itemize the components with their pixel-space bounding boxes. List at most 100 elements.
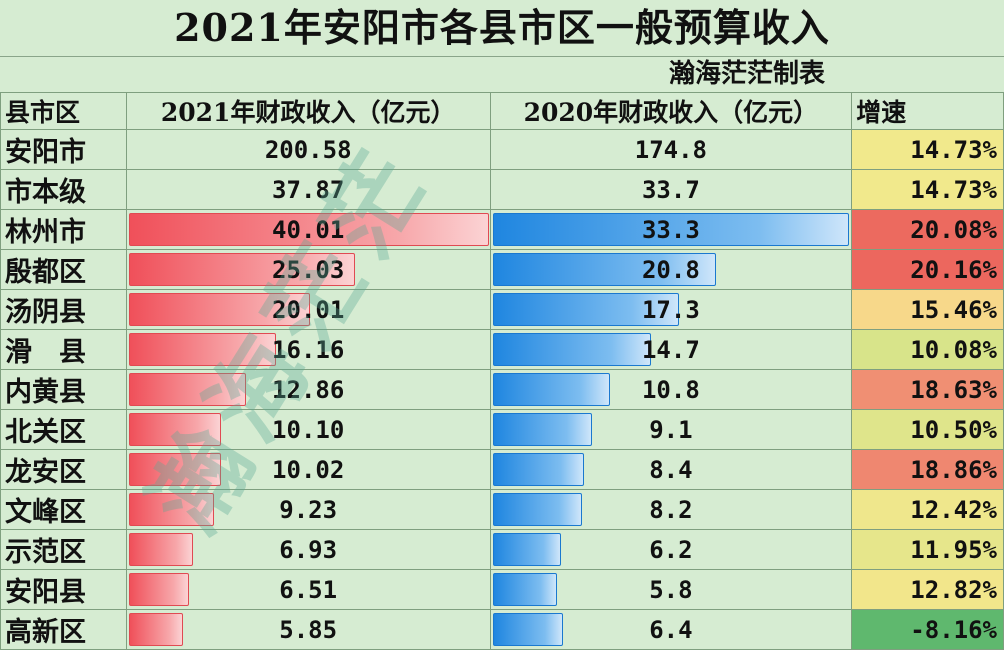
- cell-value: 17.3: [641, 295, 700, 324]
- table-row: 滑 县 16.16 14.7 10.08%: [0, 329, 1004, 370]
- cell-rev2020[interactable]: 10.8: [489, 369, 853, 410]
- table-row: 林州市 40.01 33.3 20.08%: [0, 209, 1004, 250]
- cell-growth[interactable]: 20.16%: [851, 249, 1004, 290]
- databar-2020: [492, 533, 561, 566]
- databar-2020: [492, 413, 592, 446]
- cell-rev2021[interactable]: 16.16: [125, 329, 491, 370]
- table-row: 内黄县 12.86 10.8 18.63%: [0, 369, 1004, 410]
- cell-rev2021[interactable]: 10.02: [125, 449, 491, 490]
- databar-2020: [492, 333, 651, 366]
- cell-rev2021[interactable]: 6.51: [125, 569, 491, 610]
- cell-value: 10.8: [641, 375, 700, 404]
- databar-2021: [128, 293, 310, 326]
- table-row: 北关区 10.10 9.1 10.50%: [0, 409, 1004, 450]
- cell-value: 174.8: [634, 135, 707, 164]
- cell-district[interactable]: 高新区: [0, 609, 127, 650]
- cell-rev2021[interactable]: 25.03: [125, 249, 491, 290]
- cell-district[interactable]: 文峰区: [0, 489, 127, 530]
- cell-district[interactable]: 滑 县: [0, 329, 127, 370]
- budget-table: 县市区 2021年财政收入（亿元） 2020年财政收入（亿元） 增速 安阳市 20…: [0, 92, 1004, 650]
- cell-growth[interactable]: 15.46%: [851, 289, 1004, 330]
- table-row: 高新区 5.85 6.4 -8.16%: [0, 609, 1004, 650]
- cell-rev2020[interactable]: 20.8: [489, 249, 853, 290]
- cell-growth[interactable]: 12.82%: [851, 569, 1004, 610]
- cell-rev2020[interactable]: 8.2: [489, 489, 853, 530]
- cell-value: 8.4: [649, 455, 693, 484]
- cell-value: 33.7: [641, 175, 700, 204]
- cell-value: 12.86: [272, 375, 345, 404]
- table-row: 安阳市 200.58 174.8 14.73%: [0, 129, 1004, 170]
- cell-value: 9.23: [279, 495, 338, 524]
- cell-district[interactable]: 市本级: [0, 169, 127, 210]
- header-rev2021[interactable]: 2021年财政收入（亿元）: [125, 92, 491, 130]
- table-row: 龙安区 10.02 8.4 18.86%: [0, 449, 1004, 490]
- databar-2021: [128, 333, 276, 366]
- sheet-title: 2021年安阳市各县市区一般预算收入: [0, 0, 1004, 57]
- databar-2021: [128, 453, 221, 486]
- cell-value: 8.2: [649, 495, 693, 524]
- cell-district[interactable]: 林州市: [0, 209, 127, 250]
- cell-growth[interactable]: 12.42%: [851, 489, 1004, 530]
- cell-district[interactable]: 汤阴县: [0, 289, 127, 330]
- cell-rev2021[interactable]: 37.87: [125, 169, 491, 210]
- cell-district[interactable]: 安阳市: [0, 129, 127, 170]
- cell-growth[interactable]: 11.95%: [851, 529, 1004, 570]
- cell-value: 9.1: [649, 415, 693, 444]
- table-row: 示范区 6.93 6.2 11.95%: [0, 529, 1004, 570]
- cell-value: 40.01: [272, 215, 345, 244]
- cell-rev2021[interactable]: 200.58: [125, 129, 491, 170]
- databar-2020: [492, 493, 582, 526]
- cell-district[interactable]: 内黄县: [0, 369, 127, 410]
- cell-growth[interactable]: 18.63%: [851, 369, 1004, 410]
- cell-growth[interactable]: 18.86%: [851, 449, 1004, 490]
- cell-district[interactable]: 龙安区: [0, 449, 127, 490]
- cell-value: 6.93: [279, 535, 338, 564]
- cell-rev2020[interactable]: 5.8: [489, 569, 853, 610]
- cell-growth[interactable]: -8.16%: [851, 609, 1004, 650]
- cell-district[interactable]: 殷都区: [0, 249, 127, 290]
- table-row: 安阳县 6.51 5.8 12.82%: [0, 569, 1004, 610]
- header-row: 县市区 2021年财政收入（亿元） 2020年财政收入（亿元） 增速: [0, 92, 1004, 130]
- cell-value: 5.85: [279, 615, 338, 644]
- cell-rev2020[interactable]: 33.7: [489, 169, 853, 210]
- cell-rev2021[interactable]: 10.10: [125, 409, 491, 450]
- cell-value: 200.58: [264, 135, 352, 164]
- cell-value: 37.87: [272, 175, 345, 204]
- cell-rev2021[interactable]: 6.93: [125, 529, 491, 570]
- cell-value: 14.7: [641, 335, 700, 364]
- cell-value: 25.03: [272, 255, 345, 284]
- cell-growth[interactable]: 20.08%: [851, 209, 1004, 250]
- cell-growth[interactable]: 10.50%: [851, 409, 1004, 450]
- cell-rev2020[interactable]: 6.4: [489, 609, 853, 650]
- cell-growth[interactable]: 10.08%: [851, 329, 1004, 370]
- cell-rev2021[interactable]: 12.86: [125, 369, 491, 410]
- cell-growth[interactable]: 14.73%: [851, 129, 1004, 170]
- cell-district[interactable]: 北关区: [0, 409, 127, 450]
- databar-2020: [492, 453, 584, 486]
- databar-2020: [492, 293, 679, 326]
- cell-growth[interactable]: 14.73%: [851, 169, 1004, 210]
- cell-rev2020[interactable]: 174.8: [489, 129, 853, 170]
- cell-value: 16.16: [272, 335, 345, 364]
- cell-rev2020[interactable]: 17.3: [489, 289, 853, 330]
- cell-value: 6.2: [649, 535, 693, 564]
- databar-2020: [492, 253, 716, 286]
- header-district[interactable]: 县市区: [0, 92, 127, 130]
- cell-rev2020[interactable]: 9.1: [489, 409, 853, 450]
- cell-district[interactable]: 示范区: [0, 529, 127, 570]
- cell-rev2021[interactable]: 40.01: [125, 209, 491, 250]
- cell-rev2020[interactable]: 14.7: [489, 329, 853, 370]
- cell-value: 33.3: [641, 215, 700, 244]
- databar-2021: [128, 253, 355, 286]
- cell-rev2020[interactable]: 6.2: [489, 529, 853, 570]
- cell-rev2020[interactable]: 8.4: [489, 449, 853, 490]
- header-growth[interactable]: 增速: [851, 92, 1004, 130]
- cell-rev2021[interactable]: 20.01: [125, 289, 491, 330]
- cell-value: 20.8: [641, 255, 700, 284]
- cell-rev2021[interactable]: 9.23: [125, 489, 491, 530]
- cell-district[interactable]: 安阳县: [0, 569, 127, 610]
- cell-rev2021[interactable]: 5.85: [125, 609, 491, 650]
- header-rev2020[interactable]: 2020年财政收入（亿元）: [489, 92, 853, 130]
- table-row: 殷都区 25.03 20.8 20.16%: [0, 249, 1004, 290]
- cell-rev2020[interactable]: 33.3: [489, 209, 853, 250]
